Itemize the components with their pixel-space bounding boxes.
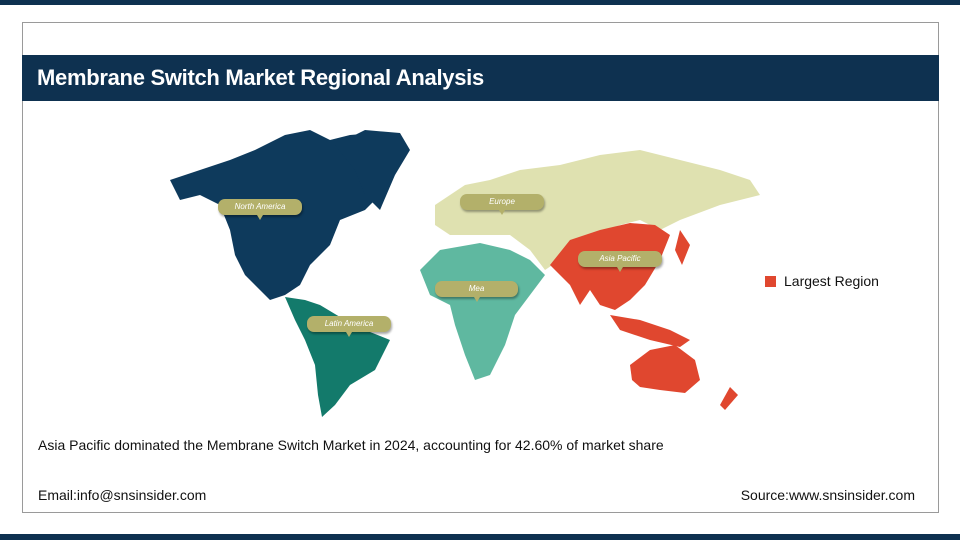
label-asia-pacific: Asia Pacific [578, 251, 662, 272]
region-latin-america [285, 297, 390, 417]
bottom-bar [0, 534, 960, 540]
summary-text: Asia Pacific dominated the Membrane Swit… [38, 437, 664, 453]
region-mea [420, 243, 545, 380]
legend-swatch [765, 275, 776, 287]
label-mea: Mea [435, 281, 518, 302]
australia [630, 345, 700, 393]
legend: Largest Region [765, 273, 879, 289]
label-latin-america: Latin America [307, 316, 391, 337]
email-text: Email:info@snsinsider.com [38, 487, 207, 503]
source-text: Source:www.snsinsider.com [740, 487, 915, 503]
region-north-america [170, 130, 395, 300]
world-map [170, 130, 760, 417]
region-europe [435, 150, 760, 270]
label-north-america: North America [218, 199, 302, 220]
content-frame [22, 22, 939, 513]
top-bar [0, 0, 960, 5]
page-title: Membrane Switch Market Regional Analysis [22, 55, 939, 101]
label-europe: Europe [460, 194, 544, 215]
region-asia-pacific-islands [610, 230, 690, 347]
new-zealand [720, 387, 738, 410]
legend-label: Largest Region [784, 273, 879, 289]
greenland [335, 130, 410, 210]
